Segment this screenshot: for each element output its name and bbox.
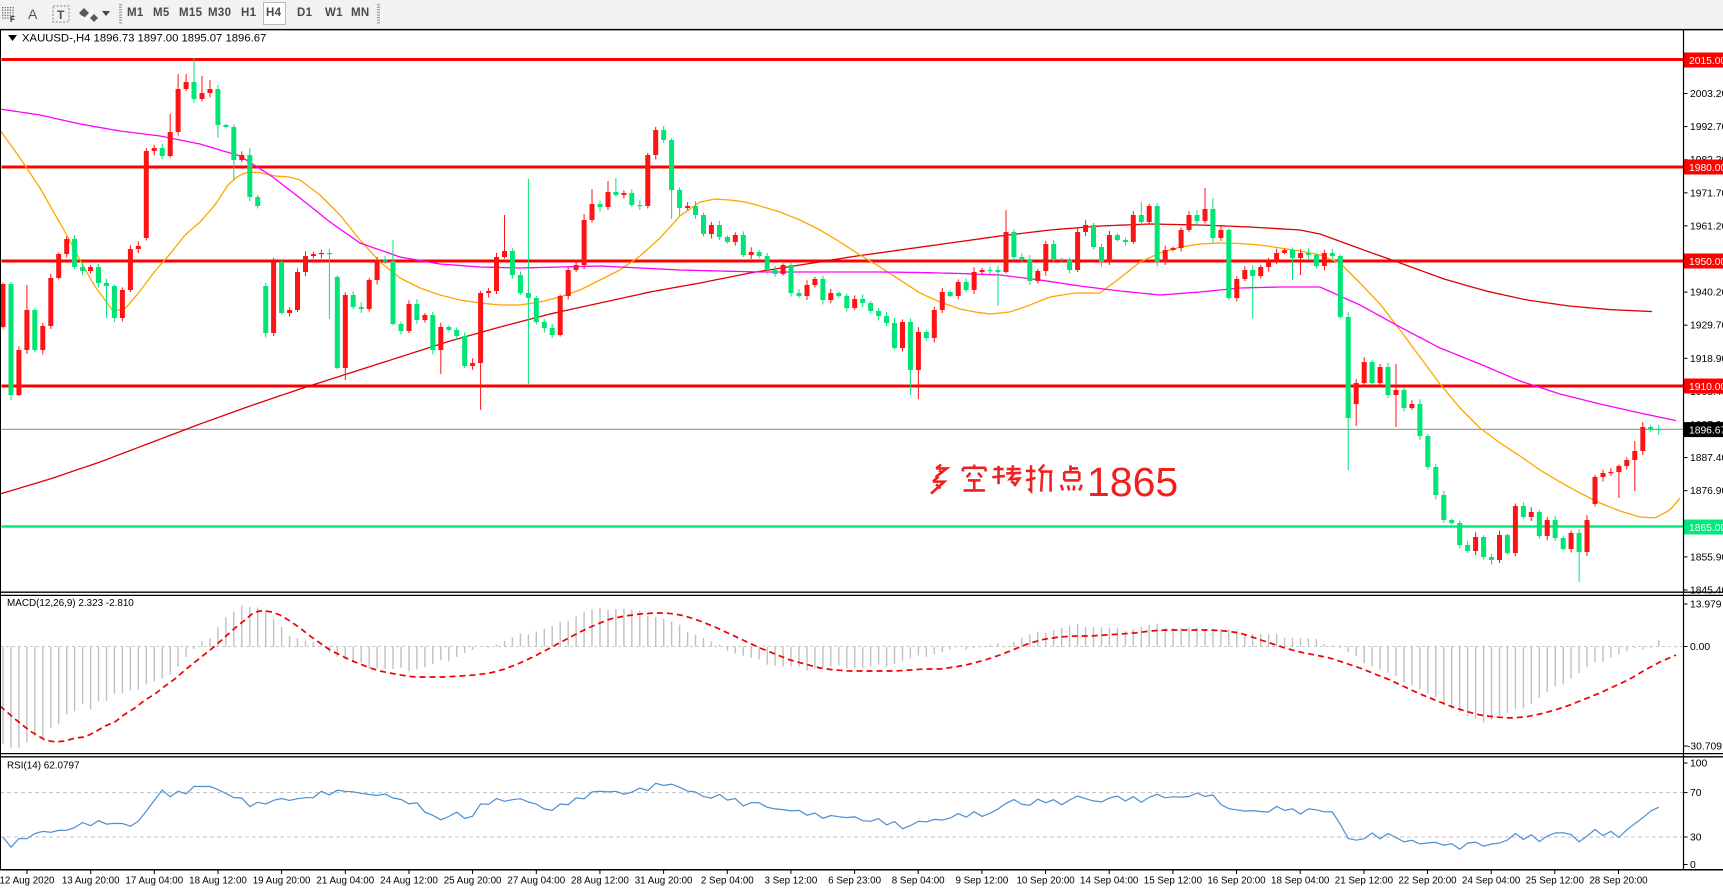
svg-text:18 Aug 12:00: 18 Aug 12:00 <box>189 876 247 887</box>
svg-text:13 Aug 20:00: 13 Aug 20:00 <box>62 876 120 887</box>
svg-text:31 Aug 20:00: 31 Aug 20:00 <box>635 876 693 887</box>
svg-text:0.00: 0.00 <box>1690 642 1710 653</box>
svg-text:10 Sep 20:00: 10 Sep 20:00 <box>1016 876 1075 887</box>
svg-text:18 Sep 04:00: 18 Sep 04:00 <box>1271 876 1330 887</box>
svg-text:1896.67: 1896.67 <box>1689 425 1723 436</box>
svg-text:1865.00: 1865.00 <box>1689 523 1723 534</box>
svg-text:RSI(14) 62.0797: RSI(14) 62.0797 <box>7 761 79 772</box>
svg-text:1865: 1865 <box>1087 459 1178 505</box>
svg-text:70: 70 <box>1690 788 1702 799</box>
svg-text:2 Sep 04:00: 2 Sep 04:00 <box>701 876 754 887</box>
svg-text:2003.20: 2003.20 <box>1690 89 1723 100</box>
svg-text:100: 100 <box>1690 759 1707 770</box>
svg-text:1929.70: 1929.70 <box>1690 321 1723 332</box>
svg-text:28 Aug 12:00: 28 Aug 12:00 <box>571 876 629 887</box>
svg-text:12 Aug 2020: 12 Aug 2020 <box>0 876 55 887</box>
svg-text:1918.90: 1918.90 <box>1690 354 1723 365</box>
svg-text:A: A <box>28 6 38 22</box>
svg-text:17 Aug 04:00: 17 Aug 04:00 <box>125 876 183 887</box>
svg-text:1961.20: 1961.20 <box>1690 221 1723 232</box>
svg-text:-30.709: -30.709 <box>1687 742 1722 753</box>
svg-text:1887.40: 1887.40 <box>1690 453 1723 464</box>
svg-text:1950.00: 1950.00 <box>1689 257 1723 268</box>
svg-text:F: F <box>10 15 15 24</box>
svg-text:30: 30 <box>1690 833 1702 844</box>
svg-text:24 Aug 12:00: 24 Aug 12:00 <box>380 876 438 887</box>
svg-text:28 Sep 20:00: 28 Sep 20:00 <box>1589 876 1648 887</box>
svg-text:27 Aug 04:00: 27 Aug 04:00 <box>507 876 565 887</box>
svg-text:1845.40: 1845.40 <box>1690 586 1723 597</box>
svg-text:1992.70: 1992.70 <box>1690 122 1723 133</box>
svg-text:25 Aug 20:00: 25 Aug 20:00 <box>444 876 502 887</box>
svg-text:MACD(12,26,9) 2.323 -2.810: MACD(12,26,9) 2.323 -2.810 <box>7 598 134 609</box>
svg-text:1971.70: 1971.70 <box>1690 188 1723 199</box>
svg-text:XAUUSD-,H4 1896.73 1897.00 18: XAUUSD-,H4 1896.73 1897.00 1895.07 1896.… <box>22 33 266 45</box>
svg-text:1940.20: 1940.20 <box>1690 288 1723 299</box>
svg-text:19 Aug 20:00: 19 Aug 20:00 <box>253 876 311 887</box>
svg-text:21 Sep 12:00: 21 Sep 12:00 <box>1335 876 1394 887</box>
svg-text:0: 0 <box>1690 860 1696 871</box>
svg-text:1980.00: 1980.00 <box>1689 163 1723 174</box>
svg-text:25 Sep 12:00: 25 Sep 12:00 <box>1526 876 1585 887</box>
svg-text:21 Aug 04:00: 21 Aug 04:00 <box>316 876 374 887</box>
svg-text:3 Sep 12:00: 3 Sep 12:00 <box>764 876 817 887</box>
svg-text:9 Sep 12:00: 9 Sep 12:00 <box>955 876 1008 887</box>
svg-text:16 Sep 20:00: 16 Sep 20:00 <box>1207 876 1266 887</box>
svg-text:T: T <box>57 8 65 22</box>
svg-text:22 Sep 20:00: 22 Sep 20:00 <box>1398 876 1457 887</box>
svg-text:13.979: 13.979 <box>1690 600 1722 611</box>
svg-text:1876.90: 1876.90 <box>1690 486 1723 497</box>
svg-text:14 Sep 04:00: 14 Sep 04:00 <box>1080 876 1139 887</box>
svg-text:8 Sep 04:00: 8 Sep 04:00 <box>892 876 945 887</box>
svg-text:15 Sep 12:00: 15 Sep 12:00 <box>1144 876 1203 887</box>
svg-text:6 Sep 23:00: 6 Sep 23:00 <box>828 876 881 887</box>
svg-text:24 Sep 04:00: 24 Sep 04:00 <box>1462 876 1521 887</box>
svg-text:1855.90: 1855.90 <box>1690 552 1723 563</box>
svg-text:1910.00: 1910.00 <box>1689 382 1723 393</box>
svg-text:2015.00: 2015.00 <box>1689 56 1723 67</box>
